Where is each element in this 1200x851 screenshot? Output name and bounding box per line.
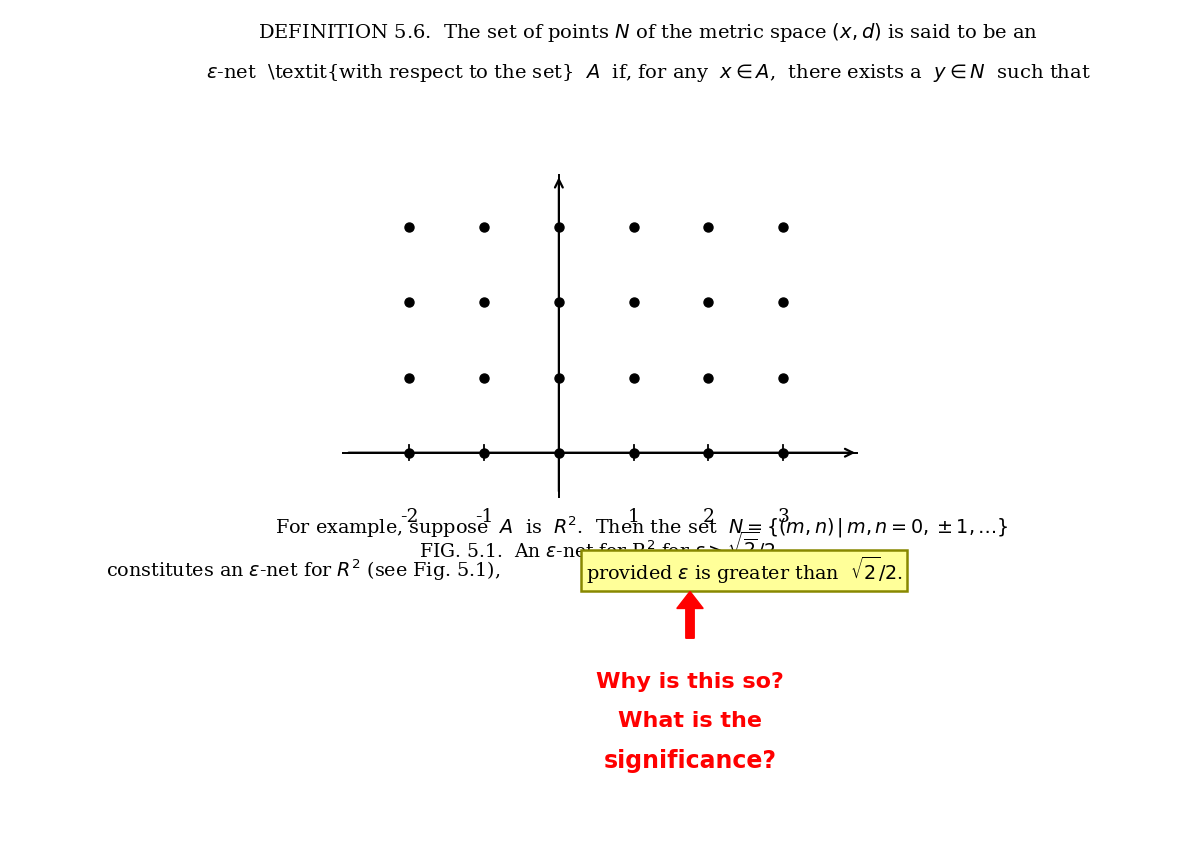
Text: provided $\varepsilon$ is greater than  $\sqrt{2}/2$.: provided $\varepsilon$ is greater than $…	[586, 555, 902, 585]
Text: significance?: significance?	[604, 749, 776, 773]
Text: FIG. 5.1.  An $\varepsilon$-net for R$^2$ for $\varepsilon > \sqrt{\overline{2}}: FIG. 5.1. An $\varepsilon$-net for R$^2$…	[419, 530, 781, 563]
Text: DEFINITION 5.6.  The set of points $N$ of the metric space $(x, d)$ is said to b: DEFINITION 5.6. The set of points $N$ of…	[258, 21, 1038, 44]
Text: constitutes an $\varepsilon$-net for $R^2$ (see Fig. 5.1),: constitutes an $\varepsilon$-net for $R^…	[106, 557, 500, 583]
Text: For example, suppose  $A$  is  $R^2$.  Then the set  $N = \{(m, n)\,|\, m, n = 0: For example, suppose $A$ is $R^2$. Then …	[275, 515, 1009, 540]
Text: Why is this so?: Why is this so?	[596, 672, 784, 693]
Text: $\varepsilon$-net  \textit{with respect to the set}  $A$  if, for any  $x \in A$: $\varepsilon$-net \textit{with respect t…	[205, 62, 1091, 84]
Text: What is the: What is the	[618, 711, 762, 731]
